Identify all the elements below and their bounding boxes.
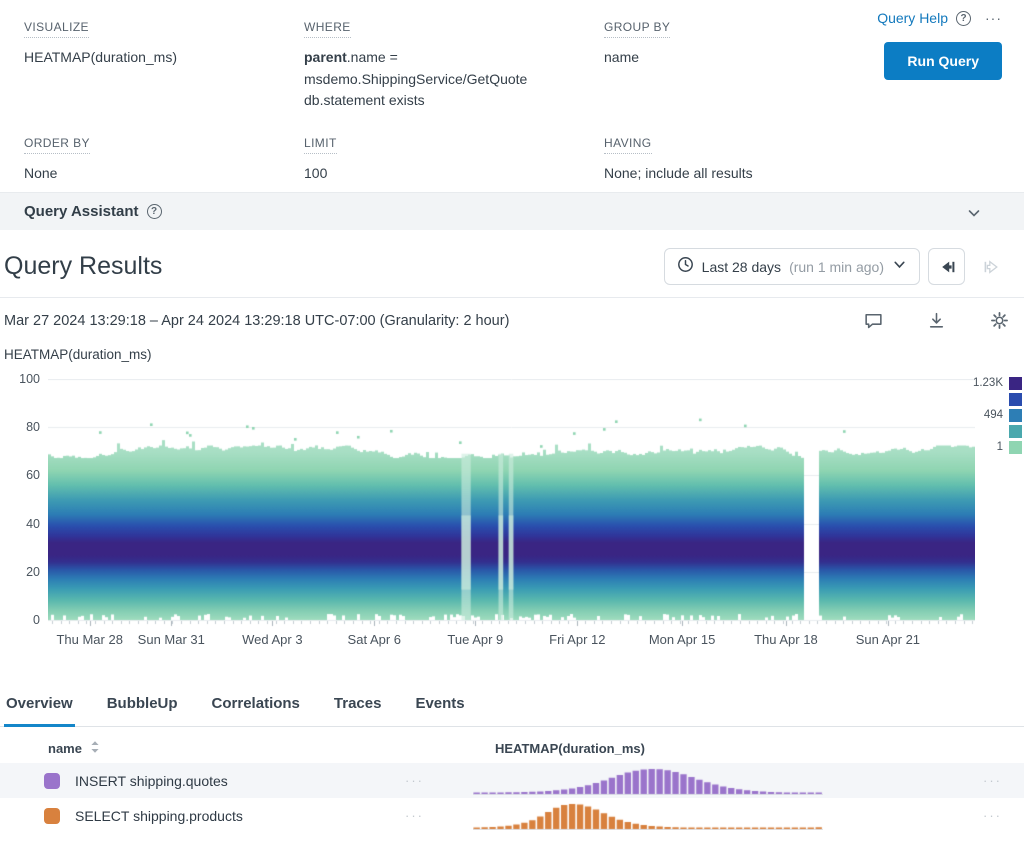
legend-value-label: 1.23K (973, 377, 1003, 389)
time-range-run-ago: (run 1 min ago) (789, 259, 884, 275)
query-help-icon[interactable]: ? (956, 11, 971, 26)
heatmap-legend: 1.23K 494 1 (973, 375, 1022, 455)
order-by-section[interactable]: ORDER BY None (24, 134, 304, 185)
order-by-label: ORDER BY (24, 136, 90, 154)
comment-icon[interactable] (863, 310, 884, 331)
run-query-button[interactable]: Run Query (884, 42, 1002, 80)
x-tick-label: Thu Apr 18 (754, 632, 818, 647)
results-tabs: Overview BubbleUp Correlations Traces Events (0, 689, 1024, 727)
query-assistant-bar[interactable]: Query Assistant ? (0, 192, 1024, 230)
heatmap-chart: HEATMAP(duration_ms) 0 20 40 60 80 100 Thu Ma… (0, 347, 1024, 659)
chart-title: HEATMAP(duration_ms) (4, 347, 152, 362)
results-header: Query Results Last 28 days (run 1 min ag… (0, 230, 1024, 298)
clock-icon (677, 256, 694, 278)
column-header-name[interactable]: name (48, 740, 100, 757)
x-tick-label: Sun Apr 21 (856, 632, 920, 647)
series-color-swatch (44, 773, 60, 789)
history-forward-button (973, 248, 1010, 285)
series-color-swatch (44, 808, 60, 824)
limit-value[interactable]: 100 (304, 163, 559, 185)
legend-swatch (1009, 377, 1022, 390)
x-tick-label: Tue Apr 9 (447, 632, 503, 647)
tab-traces[interactable]: Traces (332, 689, 384, 727)
heatmap-plot-area[interactable] (48, 379, 975, 627)
name-column-label: name (48, 741, 82, 756)
group-by-label: GROUP BY (604, 20, 670, 38)
y-tick-label: 40 (0, 517, 40, 531)
y-tick-label: 0 (0, 613, 40, 627)
y-tick-label: 80 (0, 420, 40, 434)
row-heatmap-sparkline (473, 767, 823, 795)
x-tick-label: Sun Mar 31 (138, 632, 205, 647)
query-assistant-label: Query Assistant (24, 203, 139, 220)
where-clause2: db.statement exists (304, 92, 425, 108)
limit-section[interactable]: LIMIT 100 (304, 134, 604, 185)
tab-events[interactable]: Events (413, 689, 466, 727)
x-tick-label: Fri Apr 12 (549, 632, 605, 647)
where-value[interactable]: parent.name = msdemo.ShippingService/Get… (304, 47, 559, 112)
having-label: HAVING (604, 136, 652, 154)
visualize-label: VISUALIZE (24, 20, 89, 38)
tab-bubbleup[interactable]: BubbleUp (105, 689, 180, 727)
where-label: WHERE (304, 20, 351, 38)
column-header-heatmap: HEATMAP(duration_ms) (495, 741, 645, 756)
tab-correlations[interactable]: Correlations (210, 689, 302, 727)
legend-swatch (1009, 393, 1022, 406)
tab-overview[interactable]: Overview (4, 689, 75, 727)
page-title: Query Results (4, 252, 162, 281)
row-more-icon[interactable]: ··· (983, 773, 1002, 788)
y-tick-label: 20 (0, 565, 40, 579)
heatmap-canvas[interactable] (48, 379, 975, 627)
x-tick-label: Sat Apr 6 (348, 632, 401, 647)
x-tick-label: Wed Apr 3 (242, 632, 302, 647)
legend-swatch (1009, 441, 1022, 454)
time-range-dropdown[interactable]: Last 28 days (run 1 min ago) (664, 248, 920, 285)
time-range-value: Last 28 days (702, 259, 781, 275)
date-range-text: Mar 27 2024 13:29:18 – Apr 24 2024 13:29… (4, 313, 509, 329)
order-by-value[interactable]: None (24, 163, 279, 185)
y-tick-label: 60 (0, 468, 40, 482)
legend-value-label: 1 (997, 441, 1003, 453)
legend-swatch (1009, 425, 1022, 438)
table-header: name HEATMAP(duration_ms) (0, 727, 1024, 763)
limit-label: LIMIT (304, 136, 337, 154)
x-tick-label: Thu Mar 28 (56, 632, 122, 647)
row-more-icon[interactable]: ··· (983, 808, 1002, 823)
x-tick-label: Mon Apr 15 (649, 632, 716, 647)
chevron-down-icon[interactable] (966, 205, 982, 226)
sort-icon[interactable] (90, 740, 100, 757)
query-assistant-help-icon[interactable]: ? (147, 204, 162, 219)
query-more-menu-icon[interactable]: ··· (985, 10, 1002, 26)
results-table: INSERT shipping.quotes······SELECT shipp… (0, 763, 1024, 833)
where-clause1-field: parent (304, 49, 347, 65)
legend-swatch (1009, 409, 1022, 422)
where-section[interactable]: WHERE parent.name = msdemo.ShippingServi… (304, 18, 604, 112)
having-value[interactable]: None; include all results (604, 163, 859, 185)
row-name[interactable]: SELECT shipping.products (75, 808, 405, 824)
row-name[interactable]: INSERT shipping.quotes (75, 773, 405, 789)
result-meta-row: Mar 27 2024 13:29:18 – Apr 24 2024 13:29… (0, 298, 1024, 331)
query-builder-panel: VISUALIZE HEATMAP(duration_ms) WHERE par… (0, 0, 1024, 192)
legend-value-label: 494 (984, 409, 1003, 421)
group-by-value[interactable]: name (604, 47, 859, 69)
row-heatmap-sparkline (473, 802, 823, 830)
download-icon[interactable] (926, 310, 947, 331)
visualize-section[interactable]: VISUALIZE HEATMAP(duration_ms) (24, 18, 304, 112)
having-section[interactable]: HAVING None; include all results (604, 134, 1000, 185)
history-back-button[interactable] (928, 248, 965, 285)
query-help-link[interactable]: Query Help (877, 10, 948, 26)
visualize-value[interactable]: HEATMAP(duration_ms) (24, 47, 279, 69)
row-actions-icon[interactable]: ··· (405, 808, 467, 823)
gear-icon[interactable] (989, 310, 1010, 331)
row-actions-icon[interactable]: ··· (405, 773, 467, 788)
y-tick-label: 100 (0, 372, 40, 386)
table-row[interactable]: SELECT shipping.products······ (0, 798, 1024, 833)
table-row[interactable]: INSERT shipping.quotes······ (0, 763, 1024, 798)
chevron-down-icon (892, 257, 907, 277)
